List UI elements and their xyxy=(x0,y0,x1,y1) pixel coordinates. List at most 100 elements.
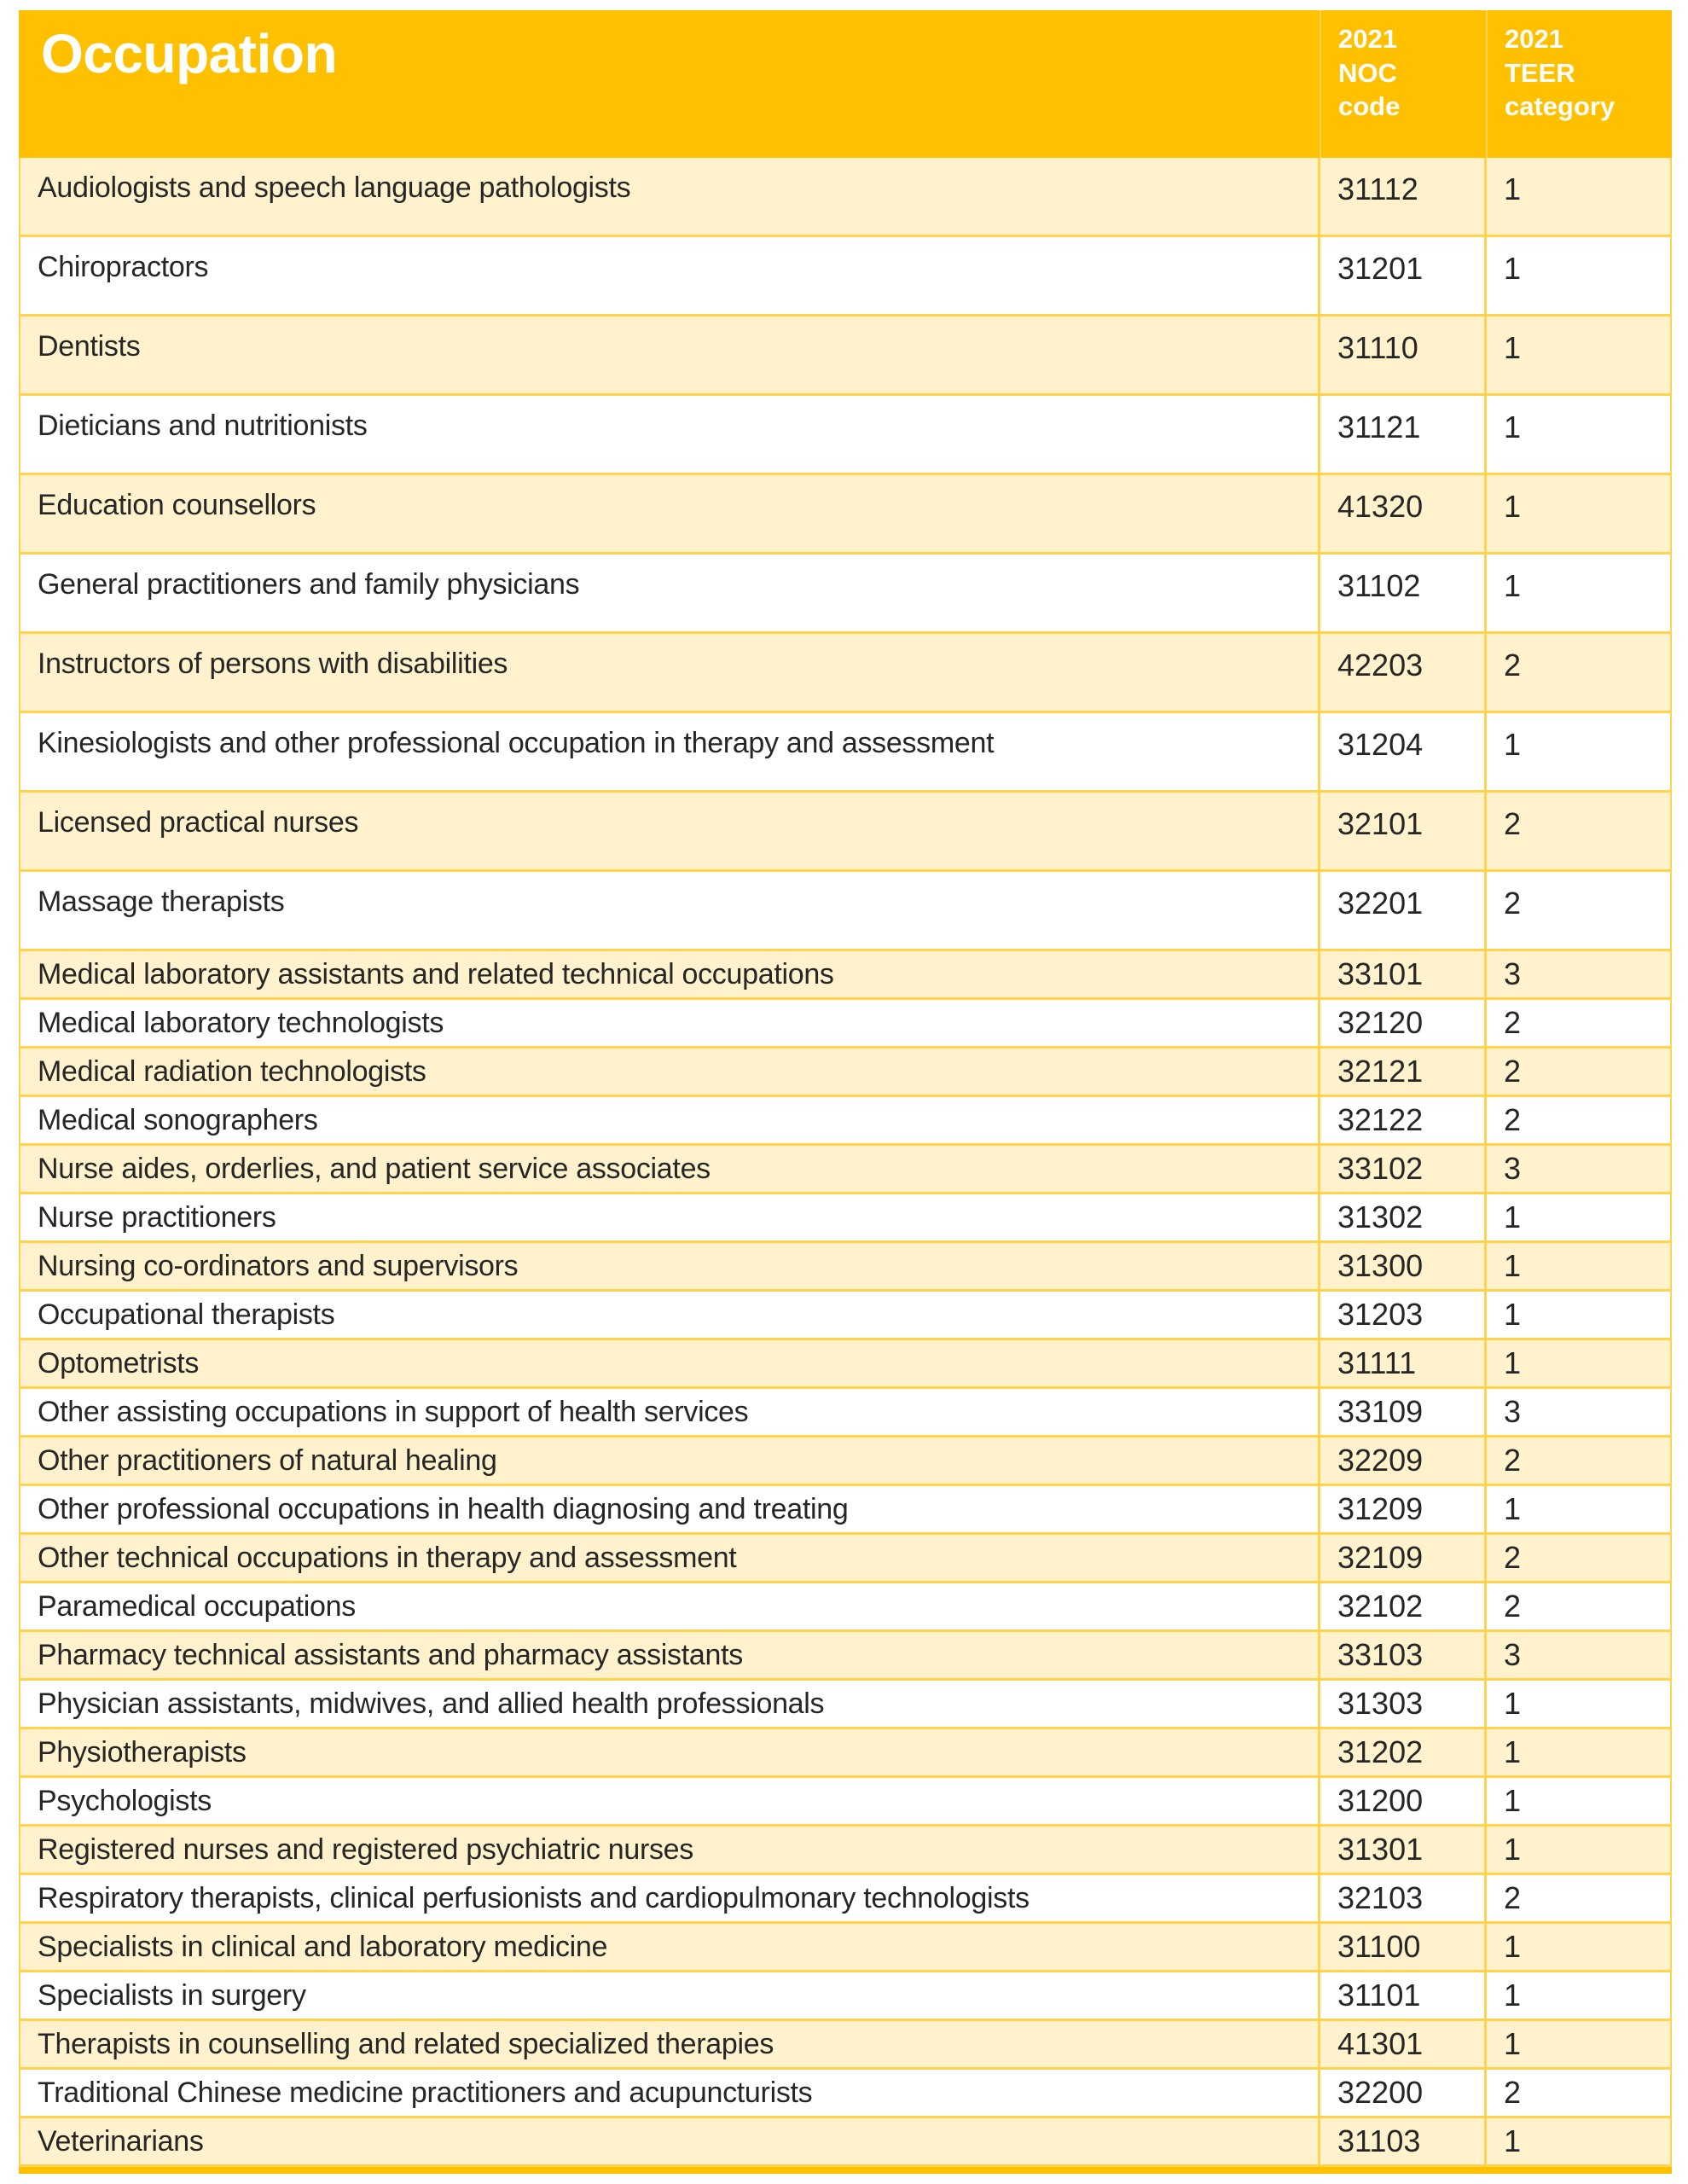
table-row: Psychologists 31200 1 xyxy=(20,1778,1670,1827)
teer-category-cell: 1 xyxy=(1484,2118,1670,2164)
occupation-cell: Medical radiation technologists xyxy=(38,1054,426,1088)
teer-category-cell: 2 xyxy=(1484,634,1670,711)
teer-category-cell: 2 xyxy=(1484,1000,1670,1046)
occupation-cell: Audiologists and speech language patholo… xyxy=(38,171,631,204)
teer-category-cell: 1 xyxy=(1484,1292,1670,1338)
occupation-cell: Nurse aides, orderlies, and patient serv… xyxy=(38,1152,711,1185)
table-row: Nurse aides, orderlies, and patient serv… xyxy=(20,1146,1670,1194)
teer-category-cell: 1 xyxy=(1484,1972,1670,2018)
teer-category-cell: 3 xyxy=(1484,1389,1670,1435)
teer-category-cell: 2 xyxy=(1484,1535,1670,1581)
occupation-cell: Nursing co-ordinators and supervisors xyxy=(38,1249,519,1282)
teer-category-cell: 1 xyxy=(1484,1681,1670,1727)
occupation-table: Occupation 2021 NOC code 2021 TEER categ… xyxy=(19,10,1672,2174)
table-row: Physiotherapists 31202 1 xyxy=(20,1729,1670,1778)
occupation-cell: Dentists xyxy=(38,330,141,363)
table-row: Medical radiation technologists 32121 2 xyxy=(20,1048,1670,1097)
table-row: Optometrists 31111 1 xyxy=(20,1340,1670,1389)
table-row: Instructors of persons with disabilities… xyxy=(20,634,1670,713)
teer-category-cell: 1 xyxy=(1484,1827,1670,1873)
teer-category-cell: 2 xyxy=(1484,1097,1670,1143)
table-header: Occupation 2021 NOC code 2021 TEER categ… xyxy=(19,10,1672,158)
occupation-cell: Physiotherapists xyxy=(38,1735,247,1769)
teer-category-cell: 2 xyxy=(1484,1048,1670,1095)
teer-category-cell: 3 xyxy=(1484,951,1670,997)
column-header-occupation: Occupation xyxy=(41,23,338,84)
table-row: Traditional Chinese medicine practitione… xyxy=(20,2070,1670,2118)
table-row: Medical sonographers 32122 2 xyxy=(20,1097,1670,1146)
occupation-cell: Nurse practitioners xyxy=(38,1200,276,1234)
table-row: Education counsellors 41320 1 xyxy=(20,475,1670,555)
teer-category-cell: 1 xyxy=(1484,555,1670,631)
table-row: Other practitioners of natural healing 3… xyxy=(20,1438,1670,1486)
noc-code-cell: 33102 xyxy=(1318,1146,1484,1192)
noc-code-cell: 33109 xyxy=(1318,1389,1484,1435)
noc-code-cell: 41320 xyxy=(1318,475,1484,552)
occupation-cell: Education counsellors xyxy=(38,489,316,521)
occupation-cell: Paramedical occupations xyxy=(38,1589,356,1623)
noc-code-cell: 32103 xyxy=(1318,1875,1484,1921)
noc-code-cell: 31300 xyxy=(1318,1243,1484,1289)
occupation-cell: Therapists in counselling and related sp… xyxy=(38,2027,774,2060)
table-row: Therapists in counselling and related sp… xyxy=(20,2021,1670,2070)
teer-category-cell: 1 xyxy=(1484,1243,1670,1289)
teer-category-cell: 2 xyxy=(1484,872,1670,949)
occupation-cell: Instructors of persons with disabilities xyxy=(38,648,508,680)
occupation-cell: Medical laboratory assistants and relate… xyxy=(38,957,834,990)
noc-code-cell: 32209 xyxy=(1318,1438,1484,1484)
occupation-cell: Dieticians and nutritionists xyxy=(38,410,368,442)
table-row: Occupational therapists 31203 1 xyxy=(20,1292,1670,1340)
table-row: Specialists in clinical and laboratory m… xyxy=(20,1924,1670,1972)
occupation-cell: Occupational therapists xyxy=(38,1298,335,1331)
table-row: Massage therapists 32201 2 xyxy=(20,872,1670,951)
table-row: Kinesiologists and other professional oc… xyxy=(20,713,1670,793)
noc-code-cell: 33103 xyxy=(1318,1632,1484,1678)
noc-code-cell: 31110 xyxy=(1318,317,1484,393)
table-row: General practitioners and family physici… xyxy=(20,555,1670,634)
table-row: Medical laboratory assistants and relate… xyxy=(20,951,1670,1000)
occupation-cell: Other professional occupations in health… xyxy=(38,1492,849,1525)
noc-code-cell: 32109 xyxy=(1318,1535,1484,1581)
teer-category-cell: 1 xyxy=(1484,1340,1670,1386)
occupation-cell: Pharmacy technical assistants and pharma… xyxy=(38,1638,743,1671)
teer-category-cell: 1 xyxy=(1484,1924,1670,1970)
table-row: Nurse practitioners 31302 1 xyxy=(20,1194,1670,1243)
table-row: Other technical occupations in therapy a… xyxy=(20,1535,1670,1583)
noc-code-cell: 31209 xyxy=(1318,1486,1484,1532)
noc-code-cell: 31121 xyxy=(1318,396,1484,473)
noc-code-cell: 31112 xyxy=(1318,158,1484,235)
noc-code-cell: 31303 xyxy=(1318,1681,1484,1727)
occupation-cell: Registered nurses and registered psychia… xyxy=(38,1833,693,1866)
noc-code-cell: 31101 xyxy=(1318,1972,1484,2018)
table-row: Paramedical occupations 32102 2 xyxy=(20,1583,1670,1632)
occupation-cell: Traditional Chinese medicine practitione… xyxy=(38,2076,813,2109)
teer-category-cell: 1 xyxy=(1484,1778,1670,1824)
noc-code-cell: 31102 xyxy=(1318,555,1484,631)
noc-code-cell: 32200 xyxy=(1318,2070,1484,2116)
noc-code-cell: 41301 xyxy=(1318,2021,1484,2067)
teer-category-cell: 2 xyxy=(1484,793,1670,869)
noc-code-cell: 33101 xyxy=(1318,951,1484,997)
noc-code-cell: 32102 xyxy=(1318,1583,1484,1629)
teer-category-cell: 1 xyxy=(1484,158,1670,235)
occupation-cell: Other assisting occupations in support o… xyxy=(38,1395,749,1428)
table-row: Physician assistants, midwives, and alli… xyxy=(20,1681,1670,1729)
teer-category-cell: 1 xyxy=(1484,475,1670,552)
table-row: Medical laboratory technologists 32120 2 xyxy=(20,1000,1670,1048)
table-row: Chiropractors 31201 1 xyxy=(20,237,1670,317)
occupation-cell: Specialists in clinical and laboratory m… xyxy=(38,1930,608,1963)
occupation-cell: Optometrists xyxy=(38,1346,200,1380)
table-row: Dentists 31110 1 xyxy=(20,317,1670,396)
table-body: Audiologists and speech language patholo… xyxy=(19,158,1672,2167)
noc-code-cell: 31302 xyxy=(1318,1194,1484,1240)
noc-code-cell: 31301 xyxy=(1318,1827,1484,1873)
occupation-cell: Respiratory therapists, clinical perfusi… xyxy=(38,1881,1030,1914)
table-row: Audiologists and speech language patholo… xyxy=(20,158,1670,237)
table-row: Licensed practical nurses 32101 2 xyxy=(20,793,1670,872)
table-row: Dieticians and nutritionists 31121 1 xyxy=(20,396,1670,475)
table-row: Registered nurses and registered psychia… xyxy=(20,1827,1670,1875)
table-row: Other professional occupations in health… xyxy=(20,1486,1670,1535)
occupation-cell: Physician assistants, midwives, and alli… xyxy=(38,1687,825,1720)
noc-code-cell: 32121 xyxy=(1318,1048,1484,1095)
